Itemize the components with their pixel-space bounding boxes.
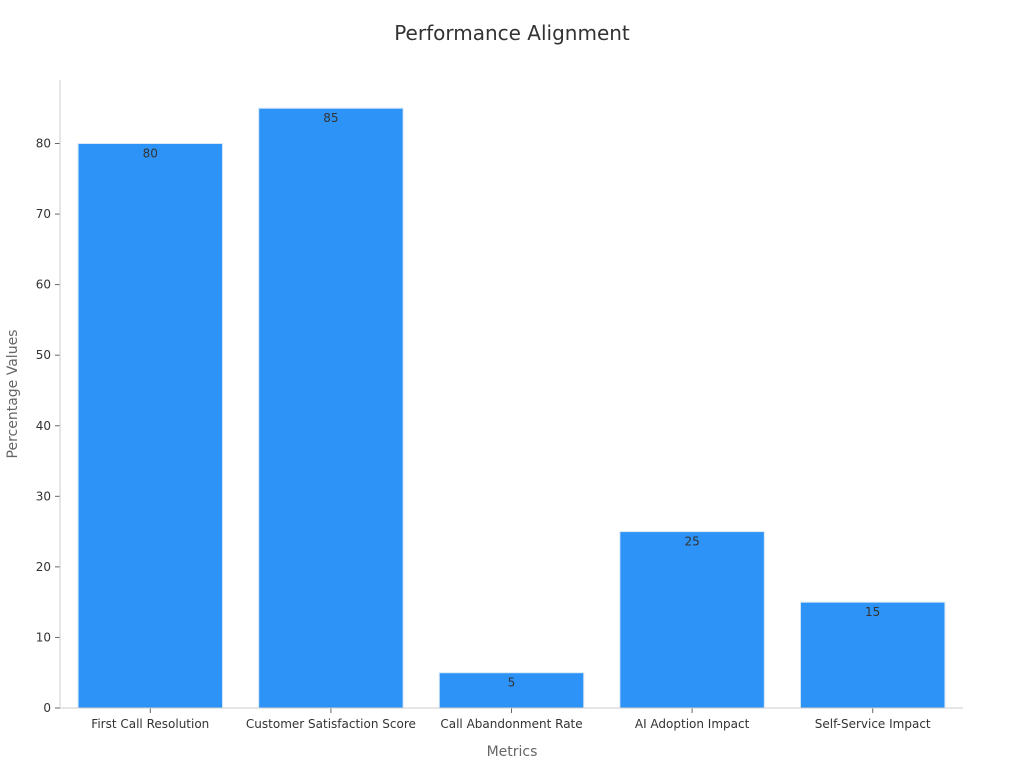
data-label: 5 [508,676,516,690]
data-label: 85 [323,111,338,125]
y-axis-label: Percentage Values [5,330,21,459]
y-axis-ticks: 0 10 20 30 40 50 60 70 80 [36,137,60,715]
plot-area: 80 85 5 25 15 0 10 20 30 40 50 60 70 80 First Call R… [36,80,963,731]
y-tick-label: 10 [36,630,51,644]
data-label: 25 [684,535,699,549]
bar [799,601,946,709]
x-tick-label: AI Adoption Impact [635,717,750,731]
y-tick-label: 70 [36,207,51,221]
bars: 80 85 5 25 15 [77,107,946,709]
y-tick-label: 40 [36,419,51,433]
data-label: 15 [865,605,880,619]
y-tick-label: 60 [36,278,51,292]
y-tick-label: 80 [36,137,51,151]
x-axis-ticks: First Call Resolution Customer Satisfacti… [91,708,931,731]
bar [77,143,224,709]
data-label: 80 [143,147,158,161]
x-tick-label: First Call Resolution [91,717,209,731]
bar [619,531,765,709]
chart-title: Performance Alignment [394,21,630,45]
x-tick-label: Self-Service Impact [815,717,931,731]
bar [438,672,585,709]
y-tick-label: 30 [36,489,51,503]
x-tick-label: Call Abandonment Rate [440,717,582,731]
x-tick-label: Customer Satisfaction Score [246,717,416,731]
bar [258,107,404,709]
y-tick-label: 20 [36,560,51,574]
x-axis-label: Metrics [487,744,538,760]
y-tick-label: 50 [36,348,51,362]
y-tick-label: 0 [43,701,51,715]
